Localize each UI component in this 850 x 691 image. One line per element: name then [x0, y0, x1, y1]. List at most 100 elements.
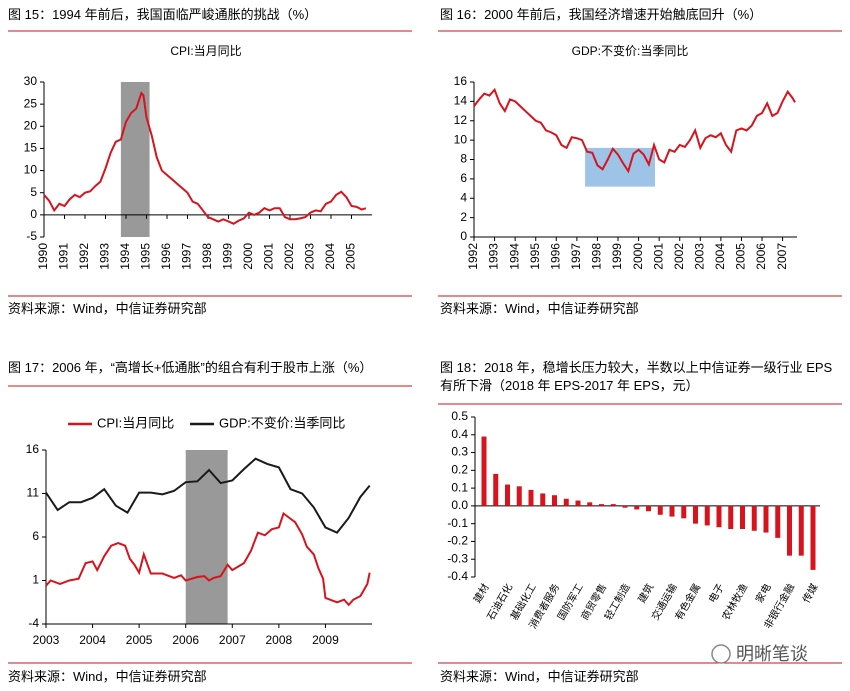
y-tick-label: 0	[30, 207, 37, 221]
shade	[585, 147, 656, 187]
x-tick-label: 家电	[753, 581, 774, 605]
x-tick-label: 1996	[548, 243, 562, 270]
bar	[669, 505, 675, 517]
x-tick-label: 2006	[172, 633, 199, 647]
x-tick-label: 2006	[754, 243, 768, 270]
x-tick-label: 2002	[282, 243, 296, 270]
x-tick-label: 1995	[528, 243, 542, 270]
y-tick-label: -0.2	[447, 534, 468, 548]
bar	[481, 436, 487, 506]
x-tick-label: 2001	[262, 243, 276, 270]
y-tick-label: 11	[27, 486, 40, 500]
bar	[798, 505, 804, 556]
caption: 图 17：2006 年，“高增长+低通胀”的组合有利于股市上涨（%）	[8, 360, 373, 375]
y-tick-label: 4	[460, 190, 467, 204]
x-tick-label: 2005	[344, 243, 358, 270]
legend-label: GDP:不变价:当季同比	[219, 415, 345, 430]
line	[473, 87, 796, 174]
bar	[657, 505, 663, 515]
x-tick-label: 2005	[126, 633, 153, 647]
y-tick-label: 14	[454, 94, 468, 108]
x-tick-label: 1992	[466, 243, 480, 270]
caption: 图 16：2000 年前后，我国经济增速开始触底回升（%）	[440, 7, 763, 22]
x-tick-label: 传媒	[800, 582, 820, 605]
y-tick-label: 0.0	[451, 498, 468, 512]
y-tick-label: 15	[24, 141, 38, 155]
y-tick-label: 5	[30, 185, 37, 199]
y-tick-label: 6	[460, 171, 467, 185]
watermark-icon	[711, 644, 731, 664]
chart-title: GDP:不变价:当季同比	[572, 43, 689, 58]
x-tick-label: 1998	[590, 243, 604, 270]
x-tick-label: 2003	[303, 243, 317, 270]
bar	[787, 505, 792, 556]
bar	[634, 505, 640, 510]
caption: 图 18：2018 年，稳增长压力较大，半数以上中信证券一级行业 EPS 有所下…	[440, 360, 833, 393]
y-tick-label: -0.1	[447, 516, 468, 530]
bar	[728, 505, 734, 529]
x-tick-label: 2002	[672, 243, 686, 270]
y-tick-label: 25	[24, 96, 38, 110]
bar	[810, 505, 816, 570]
x-tick-label: 2003	[692, 243, 706, 270]
y-tick-label: 10	[24, 163, 38, 177]
y-tick-label: 20	[24, 118, 38, 132]
bar	[681, 505, 687, 519]
y-tick-label: 8	[460, 152, 467, 166]
line	[43, 91, 367, 225]
x-tick-label: 电子	[706, 581, 727, 605]
bar	[528, 489, 534, 506]
y-tick-label: -5	[26, 229, 37, 243]
x-tick-label: 2004	[79, 633, 106, 647]
bar	[599, 504, 604, 506]
bar	[775, 505, 781, 538]
y-tick-label: 0.4	[451, 427, 468, 441]
x-tick-label: 1994	[507, 243, 521, 270]
bar	[493, 473, 499, 506]
y-tick-label: 2	[460, 210, 467, 224]
x-tick-label: 1993	[487, 243, 501, 270]
x-tick-label: 2001	[651, 243, 665, 270]
y-tick-label: 0.1	[451, 480, 468, 494]
x-tick-label: 1999	[610, 243, 624, 270]
x-tick-label: 1996	[159, 243, 173, 270]
y-tick-label: 16	[454, 74, 468, 88]
bar	[505, 484, 510, 506]
x-tick-label: 2009	[312, 633, 339, 647]
watermark: 明晰笔谈	[736, 644, 808, 664]
x-tick-label: 2003	[33, 633, 60, 647]
bar	[610, 504, 616, 506]
x-tick-label: 1991	[57, 243, 71, 270]
shade	[185, 450, 228, 624]
x-tick-label: 建材	[471, 581, 492, 605]
x-tick-label: 2000	[241, 243, 255, 270]
bar	[552, 495, 557, 506]
bar	[540, 493, 546, 506]
y-tick-label: -4	[28, 616, 39, 630]
source: 资料来源：Wind，中信证券研究部	[8, 301, 207, 316]
x-tick-label: 2005	[734, 243, 748, 270]
x-tick-label: 1992	[77, 243, 91, 270]
bar	[763, 505, 769, 533]
x-tick-label: 1997	[569, 243, 583, 270]
line	[45, 457, 371, 534]
bar	[575, 500, 581, 506]
x-tick-label: 2007	[775, 243, 789, 270]
caption: 图 15：1994 年前后，我国面临严峻通胀的挑战（%）	[8, 7, 318, 22]
y-tick-label: -0.4	[447, 569, 468, 583]
legend-label: CPI:当月同比	[97, 415, 174, 430]
x-tick-label: 1998	[200, 243, 214, 270]
x-tick-label: 1999	[221, 243, 235, 270]
y-tick-label: 6	[32, 529, 39, 543]
bar	[587, 502, 593, 506]
source: 资料来源：Wind，中信证券研究部	[8, 669, 207, 684]
source: 资料来源：Wind，中信证券研究部	[440, 669, 639, 684]
x-tick-label: 1995	[139, 243, 153, 270]
x-tick-label: 2000	[631, 243, 645, 270]
chart-title: CPI:当月同比	[170, 44, 241, 58]
x-tick-label: 2004	[323, 243, 337, 270]
y-tick-label: 0.3	[451, 445, 468, 459]
bar	[716, 505, 722, 528]
